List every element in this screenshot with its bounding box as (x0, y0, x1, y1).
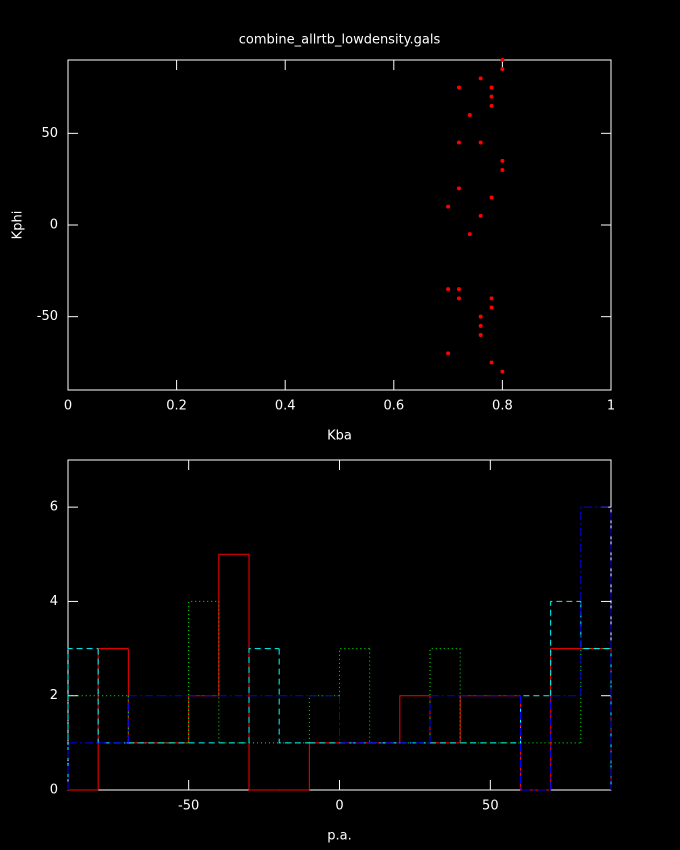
point (456, 140, 461, 145)
point (467, 232, 472, 237)
histogram-step (188, 600, 219, 743)
x-tick-label: 0.6 (383, 399, 404, 414)
x-tick-label: 50 (482, 799, 499, 814)
point (500, 67, 505, 72)
point (446, 287, 451, 292)
point (478, 76, 483, 81)
point (478, 333, 483, 337)
point (467, 113, 472, 117)
histogram-step (399, 695, 430, 743)
point (478, 140, 483, 145)
x-axis-label: Kba (327, 429, 352, 444)
point (446, 204, 451, 209)
point (489, 296, 494, 301)
point (489, 305, 494, 310)
point (456, 296, 461, 301)
point (489, 103, 494, 108)
histogram-step (308, 695, 340, 743)
histogram-step (308, 742, 340, 790)
histogram-step (520, 695, 551, 743)
histogram-step (67, 742, 99, 790)
point (489, 195, 494, 200)
point (456, 287, 461, 292)
y-tick-label: 6 (50, 500, 58, 515)
y-tick-label: 0 (50, 783, 58, 798)
y-tick-label: 2 (50, 688, 58, 703)
histogram-step (580, 506, 612, 790)
point (456, 85, 461, 90)
histogram-step (580, 648, 612, 790)
histogram-step (218, 601, 249, 744)
histogram-step (429, 695, 461, 744)
plot-frame (67, 59, 612, 391)
histogram-step (339, 695, 370, 744)
point (500, 369, 505, 374)
point (478, 213, 483, 218)
histogram-step (580, 648, 612, 790)
histogram-step (339, 648, 370, 696)
x-tick-label: -50 (178, 799, 199, 814)
point (500, 158, 505, 163)
y-axis-label: Kphi (11, 211, 26, 240)
point (500, 58, 505, 62)
chart-title: combine_allrtb_lowdensity.gals (239, 33, 441, 48)
histogram-step (97, 648, 129, 790)
point (500, 168, 505, 172)
point (456, 186, 461, 191)
x-tick-label: 0.2 (166, 399, 187, 414)
x-tick-label: 0 (335, 799, 343, 814)
histogram-step (550, 695, 581, 790)
x-tick-label: 0.8 (492, 399, 513, 414)
point (489, 85, 494, 90)
x-tick-label: 1 (607, 399, 615, 414)
point (478, 314, 483, 319)
histogram-step (248, 554, 280, 791)
histogram-step (429, 695, 461, 743)
histogram-step (550, 648, 581, 790)
point (446, 351, 451, 356)
histogram-step (459, 695, 491, 743)
histogram-step (520, 695, 551, 791)
point (478, 323, 483, 328)
x-tick-label: 0.4 (275, 399, 296, 414)
point (489, 94, 494, 99)
histogram-step (550, 600, 581, 696)
histogram-step (67, 648, 99, 790)
y-tick-label: 50 (41, 126, 58, 141)
y-tick-label: -50 (37, 309, 58, 324)
x-axis-label: p.a. (327, 829, 351, 844)
y-tick-label: 4 (50, 594, 58, 609)
histogram-step (369, 648, 400, 744)
point (489, 360, 494, 365)
histogram-step (278, 648, 310, 744)
histogram-step (127, 695, 159, 743)
x-tick-label: 0 (64, 399, 72, 414)
histogram-step (248, 648, 280, 743)
histogram-step (127, 695, 159, 744)
histogram-step (218, 553, 249, 696)
y-tick-label: 0 (50, 218, 58, 233)
histogram-step (188, 695, 219, 743)
